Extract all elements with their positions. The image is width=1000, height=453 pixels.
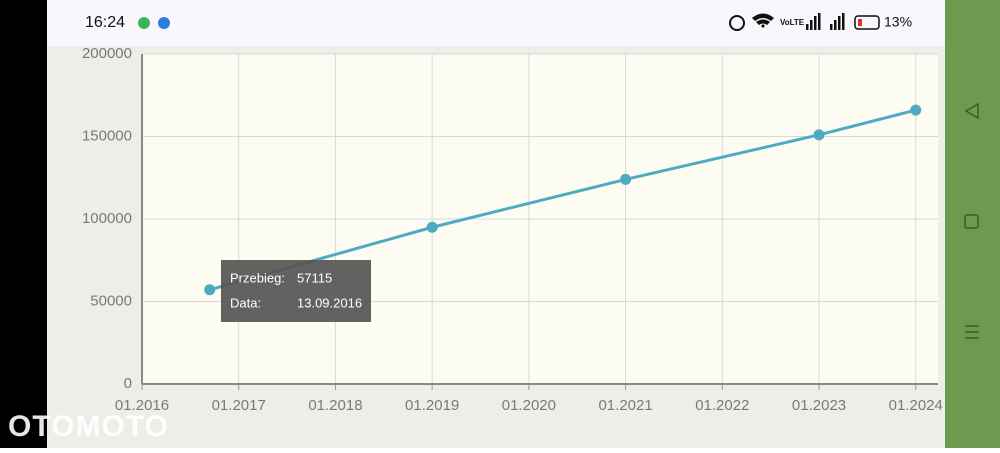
y-tick-label: 150000 <box>82 127 132 144</box>
tooltip-label: Data: <box>230 295 261 310</box>
tooltip-value: 57115 <box>297 270 332 285</box>
app-icon <box>158 17 170 29</box>
shield-icon <box>138 17 150 29</box>
point <box>620 173 632 185</box>
x-tick-label: 01.2017 <box>212 397 266 414</box>
x-tick-label: 01.2022 <box>695 397 749 414</box>
point <box>204 284 216 296</box>
tooltip-date: 13.09.2016 <box>297 295 362 310</box>
x-tick-label: 01.2024 <box>889 397 943 414</box>
x-tick-label: 01.2018 <box>308 397 362 414</box>
status-icons: VoLTE <box>729 13 880 31</box>
nav-bar <box>945 0 1000 448</box>
y-tick-label: 100000 <box>82 210 132 227</box>
watermark: OTOMOTO <box>8 410 169 443</box>
battery-level: 13% <box>884 14 912 30</box>
point <box>813 129 825 141</box>
status-bar <box>47 0 945 46</box>
home-button[interactable] <box>964 214 979 229</box>
clock: 16:24 <box>85 14 125 31</box>
y-tick-label: 50000 <box>90 292 132 309</box>
point <box>426 221 438 233</box>
tooltip-label: Przebieg: <box>230 270 285 285</box>
menu-button[interactable] <box>965 325 979 339</box>
x-tick-label: 01.2019 <box>405 397 459 414</box>
svg-text:VoLTE: VoLTE <box>780 18 805 27</box>
x-tick-label: 01.2023 <box>792 397 846 414</box>
plot: 0 50000 100000 150000 200000 01.2016 01.2017 01… <box>82 45 943 414</box>
y-tick-label: 200000 <box>82 45 132 62</box>
tooltip <box>221 260 371 322</box>
y-tick-label: 0 <box>124 375 132 392</box>
x-tick-label: 01.2016 <box>115 397 169 414</box>
x-tick-label: 01.2021 <box>598 397 652 414</box>
back-button[interactable] <box>964 102 979 120</box>
point <box>910 104 922 116</box>
x-tick-label: 01.2020 <box>502 397 556 414</box>
